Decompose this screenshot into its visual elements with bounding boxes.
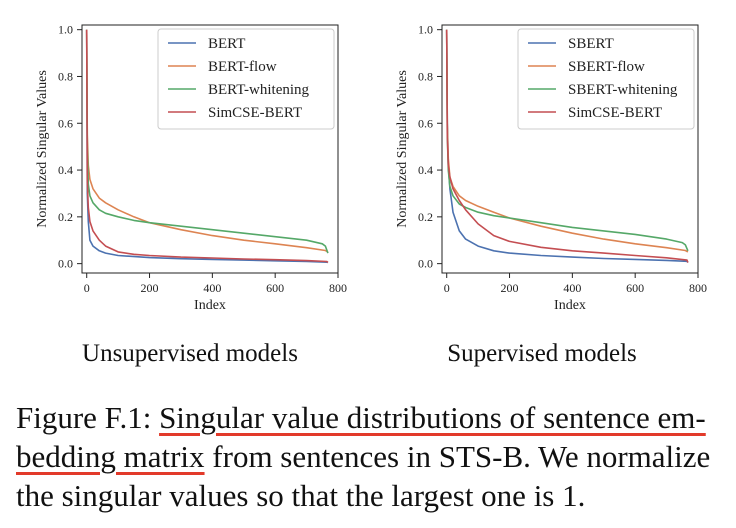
legend-label: BERT (208, 36, 245, 52)
x-tick-label: 400 (203, 281, 221, 295)
x-tick-label: 200 (141, 281, 159, 295)
y-tick-label: 0.2 (418, 210, 433, 224)
y-axis-label: Normalized Singular Values (395, 70, 410, 228)
y-tick-label: 1.0 (418, 23, 433, 37)
legend-label: SBERT-flow (568, 59, 645, 75)
legend-label: SimCSE-BERT (568, 105, 662, 121)
caption-highlight-1: Singular value distributions of sentence… (159, 400, 706, 435)
plot-frame (81, 24, 339, 274)
series-line-bert-whitening (85, 29, 329, 254)
x-axis-label: Index (194, 298, 226, 313)
y-tick-label: 0.8 (58, 69, 73, 83)
figure-caption: Figure F.1: Singular value distributions… (16, 398, 728, 515)
x-tick-label: 800 (329, 281, 347, 295)
y-tick-label: 0.4 (58, 163, 73, 177)
x-tick-label: 800 (689, 281, 707, 295)
series-line-bert (85, 29, 329, 264)
x-tick-label: 600 (626, 281, 644, 295)
y-tick-label: 0.2 (58, 210, 73, 224)
x-tick-label: 200 (501, 281, 519, 295)
series-line-simcse-bert (445, 29, 689, 263)
caption-highlight-2: bedding matrix (16, 439, 205, 474)
chart-supervised: 0.0 0.2 0.4 0.6 0.8 1.0 0 200 400 600 800 Index Norm… (395, 23, 707, 313)
x-axis-label: Index (554, 298, 586, 313)
x-tick-label: 0 (444, 281, 450, 295)
x-tick-label: 600 (266, 281, 284, 295)
y-tick-label: 0.8 (418, 69, 433, 83)
subcaption-supervised: Supervised models (447, 340, 637, 367)
chart-unsupervised: 0.0 0.2 0.4 0.6 0.8 1.0 0 200 400 600 800 Index Norm… (35, 23, 347, 313)
y-axis-label: Normalized Singular Values (35, 70, 50, 228)
legend-label: BERT-flow (208, 59, 277, 75)
legend-label: SimCSE-BERT (208, 105, 302, 121)
legend-label: BERT-whitening (208, 82, 310, 98)
y-tick-label: 0.6 (418, 116, 433, 130)
series-line-bert-flow (85, 29, 329, 253)
caption-prefix: Figure F.1: (16, 400, 160, 435)
y-tick-label: 1.0 (58, 23, 73, 37)
y-tick-label: 0.6 (58, 116, 73, 130)
x-tick-label: 400 (563, 281, 581, 295)
caption-rest: from sentences in STS-B. We normalize th… (16, 439, 711, 513)
subcaption-unsupervised: Unsupervised models (82, 340, 298, 367)
legend-box (517, 28, 695, 130)
plot-frame (441, 24, 699, 274)
y-tick-label: 0.0 (418, 257, 433, 271)
legend-box (157, 28, 335, 130)
legend-label: SBERT-whitening (568, 82, 678, 98)
x-tick-label: 0 (84, 281, 90, 295)
series-line-simcse-bert (85, 29, 329, 264)
legend-label: SBERT (568, 36, 614, 52)
y-tick-label: 0.0 (58, 257, 73, 271)
y-tick-label: 0.4 (418, 163, 433, 177)
series-line-sbert-whitening (445, 29, 689, 252)
